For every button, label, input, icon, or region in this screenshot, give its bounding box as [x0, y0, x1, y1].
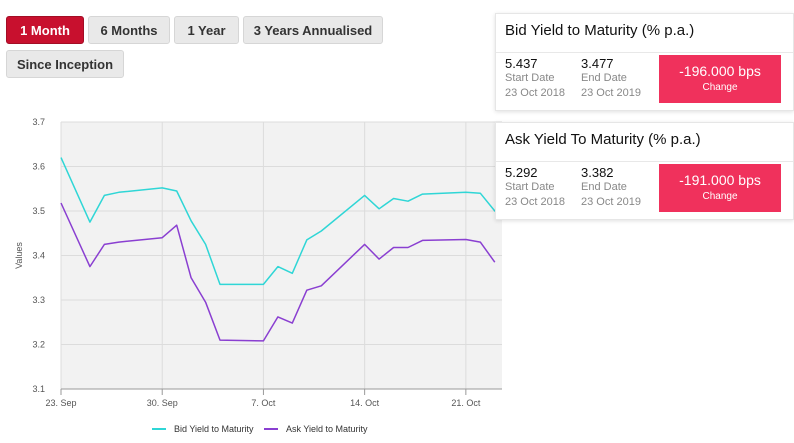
ask-end-label: End Date [581, 181, 627, 193]
period-1-month-button[interactable]: 1 Month [6, 16, 84, 44]
bid-end-date: 23 Oct 2019 [581, 87, 641, 99]
x-tick-label: 23. Sep [45, 398, 76, 408]
period-3-years-button[interactable]: 3 Years Annualised [243, 16, 383, 44]
bid-end-value: 3.477 [581, 56, 614, 71]
bid-card-divider [496, 52, 793, 53]
x-tick-label: 14. Oct [350, 398, 380, 408]
legend-ask[interactable]: Ask Yield to Maturity [264, 424, 368, 434]
ask-yield-line [60, 202, 496, 342]
ask-card-title: Ask Yield To Maturity (% p.a.) [505, 131, 701, 148]
x-tick-label: 30. Sep [147, 398, 178, 408]
bid-end-label: End Date [581, 72, 627, 84]
bid-start-label: Start Date [505, 72, 555, 84]
legend-bid-label: Bid Yield to Maturity [174, 424, 254, 434]
ask-end-date: 23 Oct 2019 [581, 196, 641, 208]
bid-change-label: Change [702, 82, 738, 93]
legend-bid-swatch [152, 428, 166, 430]
y-tick-label: 3.4 [32, 251, 45, 261]
legend-bid[interactable]: Bid Yield to Maturity [152, 424, 254, 434]
y-tick-label: 3.2 [32, 340, 45, 350]
period-1-year-button[interactable]: 1 Year [174, 16, 239, 44]
ask-start-label: Start Date [505, 181, 555, 193]
bid-start-value: 5.437 [505, 56, 538, 71]
bid-start-date: 23 Oct 2018 [505, 87, 565, 99]
bid-yield-card: Bid Yield to Maturity (% p.a.) 5.437 Sta… [495, 13, 794, 111]
y-tick-label: 3.6 [32, 162, 45, 172]
bid-change-value: -196.000 bps [679, 63, 761, 79]
ask-start-date: 23 Oct 2018 [505, 196, 565, 208]
y-tick-label: 3.7 [32, 117, 45, 127]
bid-card-title: Bid Yield to Maturity (% p.a.) [505, 22, 695, 39]
ask-card-divider [496, 161, 793, 162]
ask-change-value: -191.000 bps [679, 172, 761, 188]
legend-ask-swatch [264, 428, 278, 430]
bid-change-box: -196.000 bps Change [659, 55, 781, 103]
y-axis-title: Values [14, 242, 24, 269]
ask-change-box: -191.000 bps Change [659, 164, 781, 212]
bid-yield-line [60, 157, 503, 286]
y-tick-label: 3.1 [32, 384, 45, 394]
x-tick-label: 7. Oct [251, 398, 276, 408]
yield-line-chart: 3.1 3.2 3.3 3.4 3.5 3.6 3.7 23. Sep 30. Sep 7. Oc… [14, 117, 503, 408]
ask-start-value: 5.292 [505, 165, 538, 180]
legend-ask-label: Ask Yield to Maturity [286, 424, 368, 434]
y-tick-label: 3.3 [32, 295, 45, 305]
y-tick-label: 3.5 [32, 206, 45, 216]
x-tick-label: 21. Oct [451, 398, 481, 408]
ask-end-value: 3.382 [581, 165, 614, 180]
ask-yield-card: Ask Yield To Maturity (% p.a.) 5.292 Sta… [495, 122, 794, 220]
ask-change-label: Change [702, 191, 738, 202]
period-since-inception-button[interactable]: Since Inception [6, 50, 124, 78]
period-6-months-button[interactable]: 6 Months [88, 16, 170, 44]
